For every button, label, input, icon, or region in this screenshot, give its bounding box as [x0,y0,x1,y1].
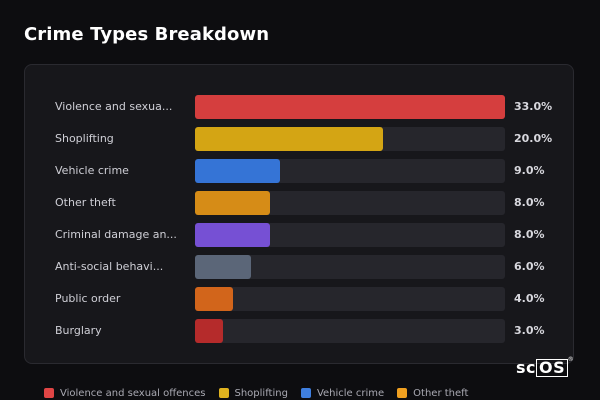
bar-category-label: Violence and sexua... [55,100,173,113]
logo-boxed-text: OS [536,359,569,377]
bar-value-label: 8.0% [514,228,545,241]
chart-title: Crime Types Breakdown [24,24,270,45]
bar-category-label: Vehicle crime [55,164,129,177]
bar-value-label: 4.0% [514,292,545,305]
legend-item[interactable]: Violence and sexual offences [44,388,206,399]
bar-track [195,127,505,151]
legend-label: Shoplifting [234,387,288,399]
bar-row[interactable]: Violence and sexua... 33.0% [25,95,573,119]
bar-row[interactable]: Anti-social behavi... 6.0% [25,255,573,279]
legend-swatch [397,388,408,398]
bar-value-label: 20.0% [514,132,553,145]
bar-row[interactable]: Other theft 8.0% [25,191,573,215]
bar-row[interactable]: Criminal damage an... 8.0% [25,223,573,247]
legend-item[interactable]: Other theft [397,388,468,399]
scos-logo: sc OS ® [516,356,574,377]
legend-swatch [218,388,229,398]
bar-fill [195,319,223,343]
bar-track [195,223,505,247]
bar-value-label: 33.0% [514,100,553,113]
bar-value-label: 9.0% [514,164,545,177]
logo-prefix: sc [516,358,537,377]
bar-row[interactable]: Public order 4.0% [25,287,573,311]
legend-swatch [44,388,54,398]
registered-mark: ® [567,356,575,363]
bar-value-label: 3.0% [514,324,545,337]
bar-category-label: Anti-social behavi... [55,260,164,273]
bar-chart-card: Violence and sexua... 33.0% Shoplifting 20.… [24,64,574,364]
bar-fill [195,287,233,311]
bar-row[interactable]: Vehicle crime 9.0% [25,159,573,183]
bar-track [195,319,505,343]
legend-label: Other theft [413,387,469,399]
bar-track [195,191,505,215]
legend-label: Vehicle crime [316,387,385,399]
bar-track [195,287,505,311]
legend-item[interactable]: Vehicle crime [300,387,385,399]
bar-value-label: 8.0% [514,196,545,209]
bar-fill [195,255,251,279]
bar-fill [195,127,383,151]
bar-category-label: Public order [55,292,121,305]
bar-track [195,159,505,183]
bar-category-label: Burglary [55,324,102,337]
bar-track [195,95,505,119]
legend-item[interactable]: Shoplifting [218,387,288,399]
bar-fill [195,95,505,119]
chart-legend: Violence and sexual offences Shoplifting V… [44,386,468,400]
bar-category-label: Criminal damage an... [55,228,177,241]
legend-label: Violence and sexual offences [60,387,206,399]
legend-swatch [300,388,311,398]
bar-category-label: Other theft [55,196,116,209]
bar-fill [195,191,270,215]
bar-value-label: 6.0% [514,260,545,273]
bar-row[interactable]: Shoplifting 20.0% [25,127,573,151]
bar-fill [195,223,270,247]
bar-category-label: Shoplifting [55,132,114,145]
bar-row[interactable]: Burglary 3.0% [25,319,573,343]
bar-fill [195,159,280,183]
bar-track [195,255,505,279]
